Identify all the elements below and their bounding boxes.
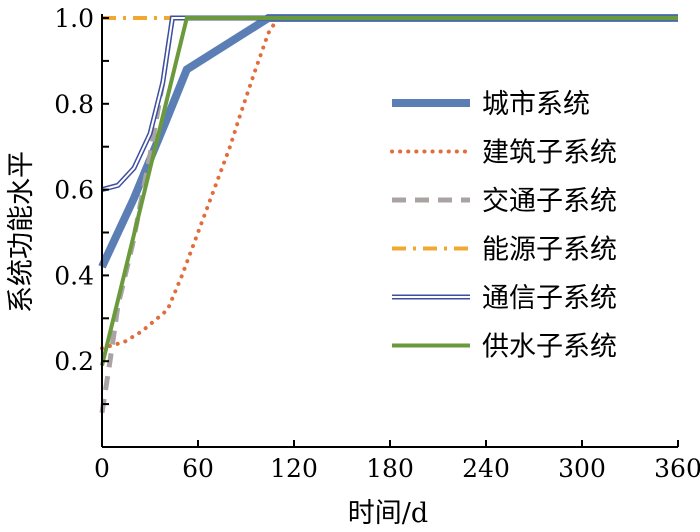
x-tick-label: 120 [270,454,318,483]
y-tick-label: 0.8 [54,90,94,119]
legend-label: 供水子系统 [482,332,617,363]
y-tick-label: 1.0 [54,4,94,33]
x-tick-label: 240 [462,454,510,483]
y-tick-label: 0.2 [54,347,94,376]
y-axis-label: 系统功能水平 [6,151,37,313]
series-line [100,16,678,366]
x-axis-label: 时间/d [348,498,428,529]
y-tick-label: 0.4 [54,261,94,290]
x-tick-label: 300 [558,454,606,483]
x-tick-label: 60 [182,454,214,483]
legend-label: 建筑子系统 [482,138,617,169]
series-line [101,17,678,191]
x-tick-label: 0 [94,454,110,483]
x-tick-label: 360 [654,454,700,483]
legend-label: 交通子系统 [482,186,617,217]
legend-label: 通信子系统 [482,283,617,314]
y-tick-label: 0.6 [54,176,94,205]
legend-label: 城市系统 [482,89,590,120]
legend-label: 能源子系统 [482,235,617,266]
series-line [100,16,680,351]
x-tick-label: 180 [366,454,414,483]
